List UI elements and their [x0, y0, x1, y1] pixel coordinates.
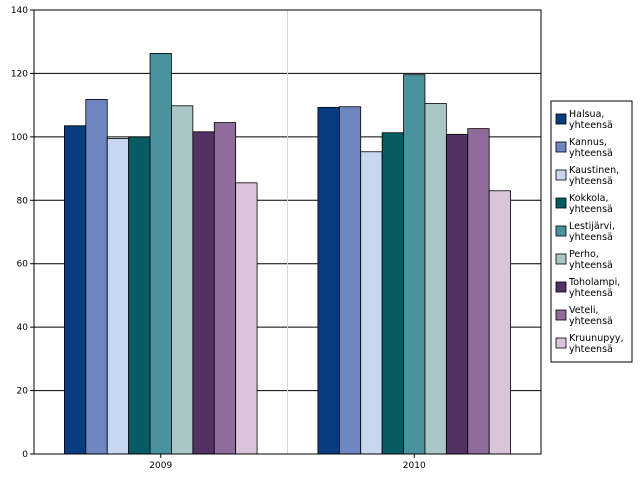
- legend-label: Kannus, yhteensä: [569, 137, 613, 159]
- legend-label: Kaustinen, yhteensä: [569, 165, 619, 187]
- y-tick-label: 120: [11, 69, 28, 79]
- y-tick-label: 100: [11, 133, 28, 143]
- legend-label: Kokkola, yhteensä: [569, 193, 613, 215]
- bar: [128, 136, 151, 455]
- y-axis: 0 20 40 60 80 100 120 140: [11, 6, 34, 460]
- bar: [149, 53, 172, 455]
- y-tick-label: 60: [17, 260, 29, 270]
- bar: [192, 131, 215, 455]
- bar: [381, 132, 404, 455]
- legend: Halsua, yhteensä Kannus, yhteensä Kaustinen,…: [550, 100, 633, 363]
- y-tick-label: 0: [22, 450, 28, 460]
- bar: [85, 99, 108, 455]
- bar: [467, 128, 490, 455]
- legend-label: Kruunupyy, yhteensä: [569, 333, 624, 355]
- legend-label: Veteli, yhteensä: [569, 305, 613, 327]
- x-tick-label: 2010: [403, 461, 426, 471]
- bar: [235, 182, 258, 455]
- legend-swatch: [555, 225, 567, 237]
- legend-swatch: [555, 281, 567, 293]
- legend-label: Halsua, yhteensä: [569, 109, 613, 131]
- legend-swatch: [555, 253, 567, 265]
- bar: [338, 106, 362, 455]
- plot-area: [33, 9, 542, 455]
- bar: [403, 74, 426, 455]
- bar: [424, 103, 447, 455]
- bar: [171, 105, 194, 455]
- bar: [64, 125, 87, 455]
- legend-swatch: [555, 337, 567, 349]
- x-tick-label: 2009: [149, 461, 172, 471]
- x-axis: 2009 2010: [149, 454, 426, 471]
- legend-swatch: [555, 141, 567, 153]
- bar: [445, 133, 469, 455]
- legend-swatch: [555, 169, 567, 181]
- legend-swatch: [555, 113, 567, 125]
- legend-label: Toholampi, yhteensä: [568, 277, 620, 299]
- legend-swatch: [555, 309, 567, 321]
- y-tick-label: 20: [17, 387, 29, 397]
- bar: [106, 138, 130, 455]
- bar: [317, 106, 340, 455]
- bar: [488, 190, 511, 455]
- legend-label: Perho, yhteensä: [569, 249, 613, 271]
- legend-label: Lestijärvi, yhteensä: [569, 221, 615, 243]
- bars: [64, 53, 511, 455]
- bar: [360, 151, 383, 455]
- legend-swatch: [555, 197, 567, 209]
- y-tick-label: 40: [17, 323, 29, 333]
- bar: [213, 122, 237, 455]
- y-tick-label: 140: [11, 6, 28, 16]
- y-tick-label: 80: [17, 196, 29, 206]
